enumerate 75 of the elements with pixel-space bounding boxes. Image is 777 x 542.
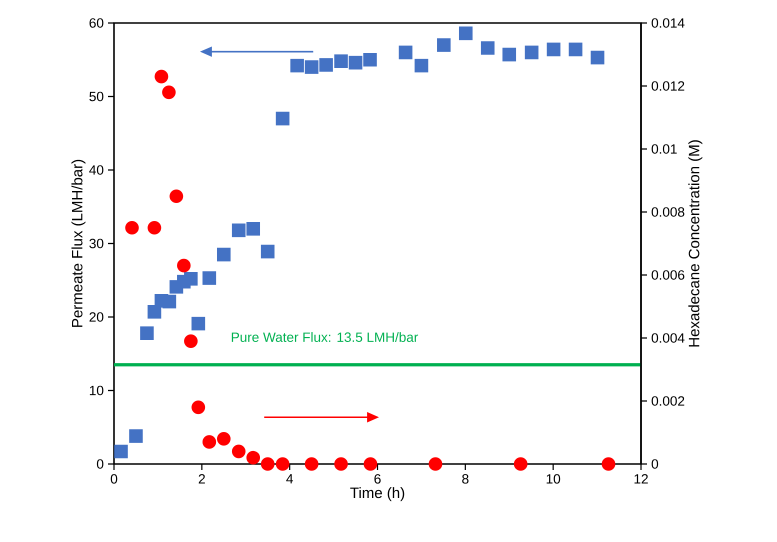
y-tick-label: 20	[90, 312, 104, 322]
x-tick-label: 0	[110, 474, 118, 484]
point	[192, 400, 206, 414]
point	[232, 444, 246, 458]
point	[148, 305, 162, 319]
x-tick-label: 4	[286, 474, 294, 484]
point	[348, 56, 362, 70]
point	[524, 46, 538, 60]
y-axis-title: Permeate Flux (LMH/bar)	[71, 160, 86, 327]
point	[437, 38, 451, 52]
x-tick-label: 10	[546, 474, 560, 484]
y-tick-label: 0	[96, 459, 104, 469]
point	[428, 457, 442, 471]
y-tick-label: 10	[90, 386, 104, 396]
y-tick-label: 60	[90, 18, 104, 28]
point	[162, 85, 176, 100]
point	[216, 432, 231, 446]
point	[414, 58, 428, 72]
point	[480, 41, 495, 55]
point	[246, 222, 260, 236]
x-tick-label: 2	[198, 474, 205, 484]
y-tick-label: 50	[89, 92, 104, 102]
point	[364, 457, 378, 471]
point	[602, 457, 616, 471]
point	[260, 457, 275, 471]
point	[114, 444, 128, 458]
point	[590, 50, 604, 64]
point	[177, 258, 191, 272]
point	[363, 52, 377, 67]
point	[232, 223, 246, 238]
y2-tick-label: 0.014	[652, 18, 685, 28]
y2-tick-label: 0.004	[652, 333, 685, 343]
point	[170, 189, 184, 204]
point	[140, 326, 154, 340]
point	[319, 58, 333, 72]
point	[290, 58, 304, 72]
point	[502, 48, 516, 62]
point	[546, 42, 560, 56]
point	[216, 248, 231, 262]
ref-line-label: Pure Water Flux: 13.5 LMH/bar	[232, 332, 418, 342]
y2-tick-label: 0	[652, 459, 658, 469]
point	[192, 316, 206, 330]
x-tick-label: 6	[374, 474, 381, 484]
y-tick-label: 40	[89, 165, 104, 175]
point	[514, 457, 528, 471]
point	[154, 70, 168, 84]
point	[458, 26, 473, 40]
point	[246, 450, 260, 464]
x-axis-title: Time (h)	[350, 487, 404, 502]
point	[334, 54, 348, 68]
point	[148, 220, 162, 235]
point	[125, 220, 139, 235]
point	[276, 457, 290, 471]
y2-tick-label: 0.006	[652, 270, 684, 280]
point	[304, 60, 318, 74]
point	[184, 334, 198, 348]
point	[304, 457, 318, 471]
point	[184, 272, 198, 286]
y2-axis-title: Hexadecane Concentration (M)	[688, 140, 702, 346]
point	[334, 457, 348, 471]
y2-tick-label: 0.002	[652, 396, 684, 406]
y2-tick-label: 0.012	[652, 81, 684, 91]
point	[398, 46, 412, 60]
y2-tick-label: 0.01	[652, 144, 677, 154]
point	[202, 271, 216, 285]
y-tick-label: 30	[89, 238, 104, 248]
y2-tick-label: 0.008	[652, 207, 684, 217]
x-tick-label: 12	[634, 474, 648, 484]
point	[162, 294, 176, 308]
point	[260, 244, 275, 258]
point	[202, 435, 216, 449]
x-tick-label: 8	[462, 474, 469, 484]
point	[129, 429, 143, 443]
point	[568, 42, 582, 56]
point	[276, 112, 290, 126]
